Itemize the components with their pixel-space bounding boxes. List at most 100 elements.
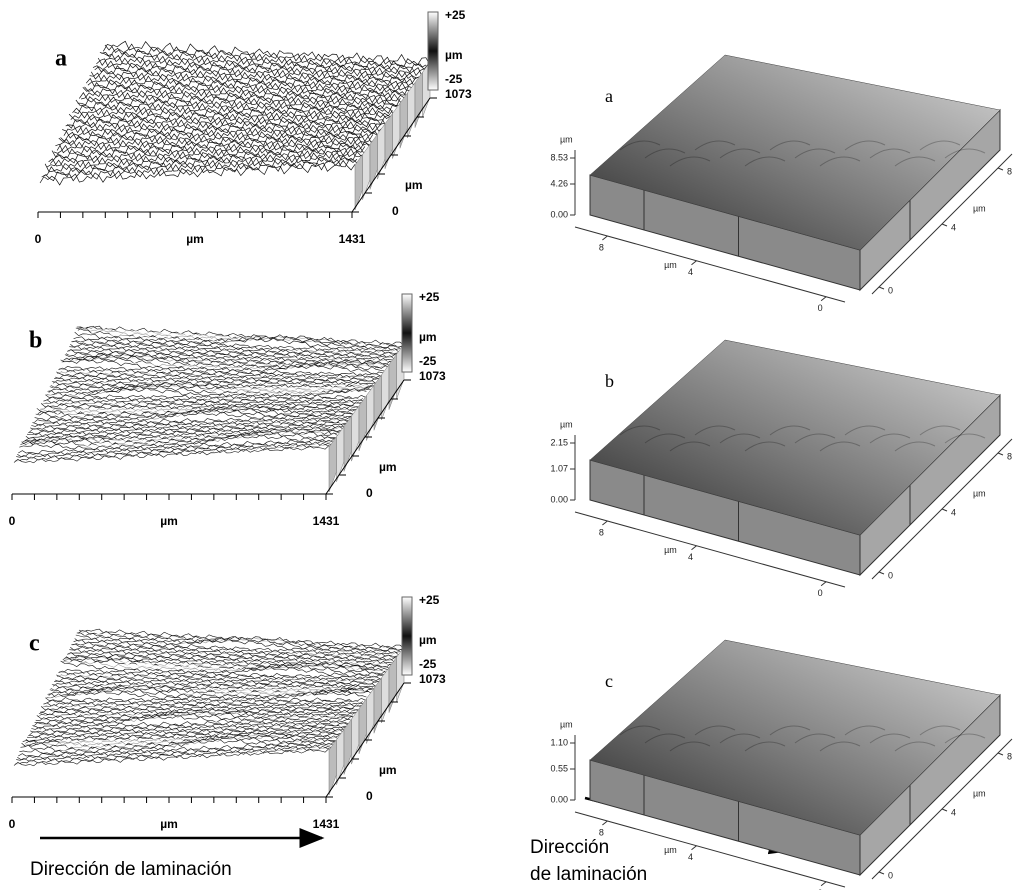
tick xyxy=(821,882,826,886)
z-unit: µm xyxy=(560,719,573,729)
y-unit: µm xyxy=(973,488,986,498)
x-tick-label: 4 xyxy=(688,852,693,862)
x-min: 0 xyxy=(9,817,16,831)
scale-bottom: -25 xyxy=(419,657,437,671)
tick xyxy=(602,821,607,825)
y-max: 1073 xyxy=(445,87,472,101)
wall-strip xyxy=(385,114,393,169)
scale-top: +25 xyxy=(419,290,440,304)
y-tick-label: 4 xyxy=(951,807,956,817)
panel-label: a xyxy=(605,86,613,106)
surface-line xyxy=(45,152,361,172)
tick xyxy=(602,521,607,525)
y-tick-label: 0 xyxy=(888,870,893,880)
z-tick-label: 0.00 xyxy=(550,794,568,804)
wall-strip xyxy=(389,354,397,409)
y-tick-label: 4 xyxy=(951,507,956,517)
wall-strip xyxy=(367,688,375,743)
scale-bar xyxy=(402,597,412,675)
wall-strip xyxy=(344,416,352,471)
y-min: 0 xyxy=(366,486,373,500)
z-tick-label: 2.15 xyxy=(550,437,568,447)
tick xyxy=(879,287,884,289)
panel-label: a xyxy=(55,46,67,72)
wall-strip xyxy=(378,124,386,179)
x-max: 1431 xyxy=(313,817,340,831)
x-unit: µm xyxy=(160,817,178,831)
y-unit: µm xyxy=(379,460,397,474)
z-tick-label: 8.53 xyxy=(550,152,568,162)
tick xyxy=(998,168,1003,170)
x-tick-label: 8 xyxy=(599,527,604,537)
x-tick-label: 0 xyxy=(818,588,823,598)
z-tick-label: 1.07 xyxy=(550,463,568,473)
z-tick-label: 0.00 xyxy=(550,209,568,219)
y-tick-label: 8 xyxy=(1007,751,1012,761)
surface-line xyxy=(31,721,349,731)
panel-label: c xyxy=(605,671,613,691)
panel-label: c xyxy=(29,631,40,657)
wall-strip xyxy=(367,385,375,440)
surface-line xyxy=(50,145,367,163)
y-unit: µm xyxy=(405,178,423,192)
y-tick-label: 8 xyxy=(1007,166,1012,176)
surface-line xyxy=(102,48,427,72)
x-tick-label: 0 xyxy=(818,303,823,313)
tick xyxy=(879,872,884,874)
z-tick-label: 4.26 xyxy=(550,178,568,188)
surface-line xyxy=(41,402,360,408)
z-unit: µm xyxy=(560,134,573,144)
figure: Dirección de laminación Dirección de lam… xyxy=(0,0,1017,890)
y-tick-label: 0 xyxy=(888,570,893,580)
scale-top: +25 xyxy=(419,593,440,607)
panel-label: b xyxy=(29,328,42,354)
x-max: 1431 xyxy=(313,514,340,528)
x-tick-label: 8 xyxy=(599,827,604,837)
surface-line xyxy=(41,705,360,711)
scale-bottom: -25 xyxy=(445,72,463,86)
y-unit: µm xyxy=(379,763,397,777)
x-unit: µm xyxy=(664,545,677,555)
scale-bar xyxy=(402,294,412,372)
y-tick-label: 0 xyxy=(888,285,893,295)
surface-line xyxy=(81,90,402,104)
wall-strip xyxy=(393,103,401,158)
z-tick-label: 1.10 xyxy=(550,737,568,747)
y-max: 1073 xyxy=(419,672,446,686)
z-unit: µm xyxy=(560,419,573,429)
scale-bar xyxy=(428,12,438,90)
tick xyxy=(821,582,826,586)
x-tick-label: 4 xyxy=(688,552,693,562)
caption: Dirección xyxy=(530,837,609,858)
tick xyxy=(821,297,826,301)
tick xyxy=(602,236,607,240)
x-min: 0 xyxy=(35,232,42,246)
surface-line xyxy=(74,104,394,117)
wall-strip xyxy=(415,72,423,127)
x-unit: µm xyxy=(664,845,677,855)
scale-unit: µm xyxy=(419,633,437,647)
tick xyxy=(692,546,697,550)
z-tick-label: 0.00 xyxy=(550,494,568,504)
x-max: 1431 xyxy=(339,232,366,246)
tick xyxy=(692,261,697,265)
scale-unit: µm xyxy=(445,48,463,62)
panel-label: b xyxy=(605,371,614,391)
y-min: 0 xyxy=(392,204,399,218)
tick xyxy=(998,753,1003,755)
y-tick-label: 4 xyxy=(951,222,956,232)
wall-strip xyxy=(344,719,352,774)
x-unit: µm xyxy=(186,232,204,246)
x-unit: µm xyxy=(664,260,677,270)
tick xyxy=(692,846,697,850)
surface-line xyxy=(54,139,371,155)
x-tick-label: 8 xyxy=(599,242,604,252)
scale-top: +25 xyxy=(445,8,466,22)
y-tick-label: 8 xyxy=(1007,451,1012,461)
wall-strip xyxy=(370,134,378,189)
tick xyxy=(879,572,884,574)
wall-strip xyxy=(389,657,397,712)
tick xyxy=(998,453,1003,455)
y-max: 1073 xyxy=(419,369,446,383)
y-unit: µm xyxy=(973,788,986,798)
